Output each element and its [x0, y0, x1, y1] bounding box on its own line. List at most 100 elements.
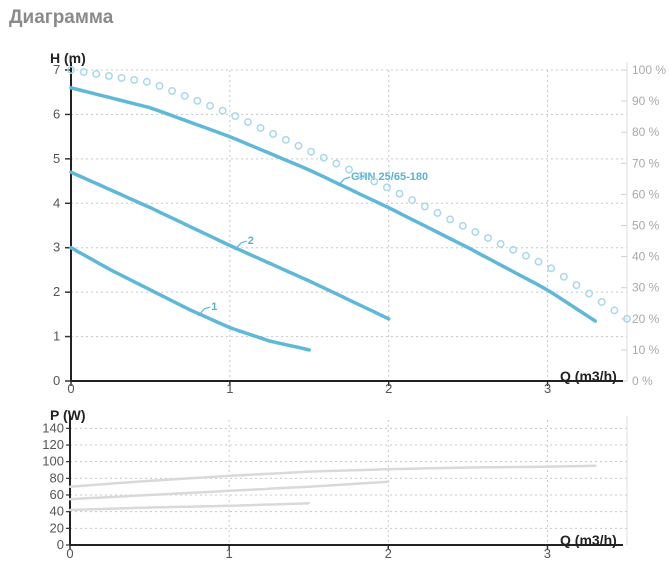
efficiency-point — [193, 96, 202, 105]
efficiency-point — [521, 251, 530, 260]
power-chart-series — [68, 464, 597, 512]
efficiency-point — [559, 272, 568, 281]
y-tick-label: 60 — [50, 487, 64, 502]
y-tick-label: 6 — [53, 106, 60, 121]
x-tick-label: 1 — [226, 381, 233, 396]
curve-label: 1 — [211, 301, 217, 313]
efficiency-point — [446, 215, 455, 224]
y2-tick-label: 90 % — [632, 94, 660, 108]
efficiency-point — [345, 165, 353, 174]
efficiency-point — [180, 91, 189, 100]
head-curve-2 — [69, 170, 391, 321]
y-tick-label: 3 — [53, 240, 60, 255]
x-tick-label: 2 — [385, 546, 392, 561]
y-tick-label: 40 — [50, 504, 64, 519]
efficiency-point — [142, 77, 151, 86]
efficiency-point — [294, 141, 303, 150]
efficiency-point — [67, 66, 75, 74]
efficiency-point — [420, 202, 429, 211]
efficiency-point — [307, 147, 316, 156]
efficiency-point — [256, 124, 265, 132]
y2-tick-label: 20 % — [632, 312, 660, 326]
y2-tick-label: 10 % — [632, 343, 660, 357]
x-tick-label: 3 — [544, 546, 551, 561]
y-tick-label: 100 — [42, 454, 64, 469]
y2-tick-label: 30 % — [632, 281, 660, 295]
efficiency-point — [168, 86, 177, 95]
y-tick-label: 2 — [53, 284, 60, 299]
efficiency-point — [231, 112, 240, 121]
efficiency-point — [79, 68, 88, 76]
x-tick-label: 1 — [226, 546, 233, 561]
efficiency-point — [370, 177, 379, 186]
efficiency-point — [155, 82, 164, 90]
efficiency-point — [471, 228, 480, 236]
y-tick-label: 20 — [50, 520, 64, 535]
curve-label-leader — [197, 306, 211, 317]
y-tick-label: 5 — [53, 151, 60, 166]
efficiency-point — [408, 196, 417, 205]
y-tick-label: 80 — [50, 470, 64, 485]
efficiency-point — [92, 70, 101, 78]
y2-tick-label: 100 % — [632, 63, 666, 77]
power-x-axis-label: Q (m3/h) — [560, 532, 617, 548]
efficiency-point — [269, 129, 278, 138]
efficiency-point — [357, 171, 366, 180]
y2-tick-label: 40 % — [632, 250, 660, 264]
efficiency-point — [458, 221, 467, 230]
efficiency-point — [117, 73, 126, 82]
efficiency-point — [395, 189, 404, 198]
efficiency-point — [496, 239, 505, 248]
efficiency-point — [382, 183, 391, 192]
efficiency-point — [572, 281, 581, 290]
power-axis-label: P (W) — [50, 407, 86, 423]
efficiency-point — [433, 209, 442, 217]
y2-tick-label: 70 % — [632, 156, 660, 170]
efficiency-point — [218, 106, 227, 115]
y-tick-label: 1 — [53, 329, 60, 344]
efficiency-point — [623, 314, 631, 323]
efficiency-point — [585, 289, 594, 298]
power-curve-1 — [68, 502, 310, 512]
efficiency-point — [484, 233, 492, 242]
head-axis-label: H (m) — [50, 50, 86, 66]
head-curve-ghn-25-65-180 — [69, 86, 597, 323]
x-tick-label: 0 — [67, 381, 74, 396]
efficiency-point — [104, 71, 113, 80]
y-tick-label: 7 — [53, 62, 60, 77]
y2-tick-label: 60 % — [632, 187, 660, 201]
head-x-axis-label: Q (m3/h) — [560, 368, 617, 384]
head-curve-1 — [69, 245, 312, 352]
head-chart-series: 1 2 GHN 25/65-180 — [67, 66, 631, 352]
x-tick-label: 3 — [544, 381, 551, 396]
page-title: Диаграмма — [9, 7, 114, 28]
y2-tick-label: 0 % — [632, 374, 653, 388]
efficiency-point — [319, 153, 328, 162]
y-tick-label: 0 — [57, 537, 64, 552]
efficiency-point — [597, 298, 606, 306]
y2-tick-label: 50 % — [632, 219, 660, 233]
y-tick-label: 120 — [42, 437, 64, 452]
efficiency-point — [534, 257, 543, 266]
y-tick-label: 4 — [53, 195, 60, 210]
efficiency-point — [243, 118, 252, 126]
head-chart-grid — [71, 69, 627, 381]
efficiency-point — [610, 306, 619, 315]
power-chart-grid — [70, 420, 627, 545]
y-tick-label: 0 — [53, 373, 60, 388]
efficiency-point — [206, 101, 214, 110]
efficiency-point — [281, 135, 290, 144]
power-curve-ghn-25-65-180 — [68, 464, 597, 488]
y-tick-label: 140 — [42, 420, 64, 435]
power-curve-2 — [68, 480, 390, 501]
curve-label-leader — [234, 240, 247, 251]
y2-tick-label: 80 % — [632, 125, 660, 139]
x-tick-label: 0 — [66, 546, 73, 561]
efficiency-point — [130, 75, 139, 84]
efficiency-point — [547, 264, 556, 273]
efficiency-point — [332, 159, 341, 168]
curve-label-leader — [337, 176, 351, 187]
